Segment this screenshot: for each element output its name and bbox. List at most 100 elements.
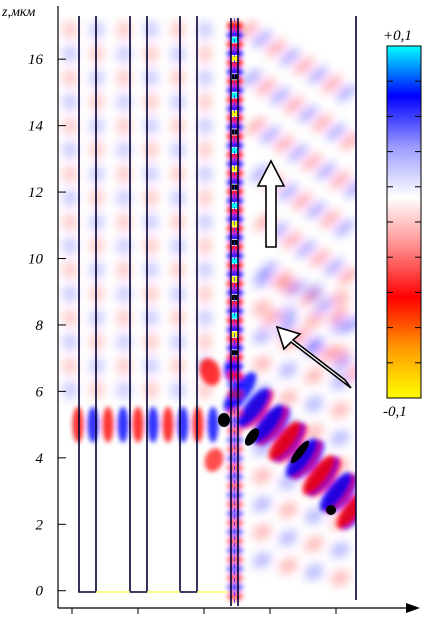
z-tick-label: 4 <box>36 451 44 467</box>
field-lobe <box>144 141 158 159</box>
field-lobe <box>63 141 77 159</box>
field-lobe <box>90 261 104 279</box>
field-lobe <box>171 381 185 399</box>
field-lobe <box>198 69 212 87</box>
guided-mode-lobe <box>227 508 243 519</box>
field-lobe <box>192 406 204 443</box>
field-lobe <box>338 267 356 285</box>
field-lobe <box>144 93 158 111</box>
field-lobe <box>262 309 282 327</box>
field-lobe <box>318 345 338 363</box>
field-lobe <box>306 201 326 219</box>
colorbar-min-label: -0,1 <box>383 404 407 420</box>
field-lobe <box>63 69 77 87</box>
field-lobe <box>63 21 77 39</box>
field-lobe <box>198 165 212 183</box>
field-lobe <box>117 141 131 159</box>
colorbar-max-label: +0,1 <box>383 28 412 44</box>
guided-mode-lobe <box>227 472 243 482</box>
z-tick-label: 8 <box>36 318 44 334</box>
incident-arrow <box>275 325 352 389</box>
z-axis: 0 2 4 6 8 10 12 14 16 z,мкм <box>1 5 420 614</box>
field-lobe <box>198 309 212 327</box>
z-tick-label: 16 <box>28 52 44 68</box>
field-lobe <box>198 189 212 207</box>
field-lobe <box>304 396 324 412</box>
field-lobe <box>144 213 158 231</box>
field-lobe <box>198 117 212 135</box>
field-lobe <box>90 357 104 375</box>
field-lobe <box>198 213 212 231</box>
field-lobe <box>330 318 350 334</box>
field-lobe <box>63 357 77 375</box>
field-lobe <box>198 93 212 111</box>
guided-mode-lobe <box>227 407 243 417</box>
field-lobe <box>260 126 280 144</box>
guided-mode-lobe <box>227 444 243 454</box>
z-tick-label: 10 <box>28 252 44 268</box>
field-lobe <box>308 66 328 84</box>
field-lobe <box>330 402 350 418</box>
field-lobe <box>117 357 131 375</box>
guided-mode-lobe <box>227 398 243 408</box>
field-lobe <box>171 237 185 255</box>
field-lobe <box>330 430 350 446</box>
field-lobe <box>147 406 159 443</box>
field-lobe <box>117 381 131 399</box>
field-lobe <box>199 358 221 386</box>
field-lobe <box>330 570 350 586</box>
guided-mode-lobe <box>227 573 243 583</box>
field-lobe <box>252 496 272 512</box>
field-lobe <box>162 406 174 443</box>
field-lobe <box>316 162 336 180</box>
field-lobe <box>117 189 131 207</box>
waveguide-structure <box>78 16 357 606</box>
field-lobe <box>324 258 344 276</box>
field-lobe <box>328 306 348 324</box>
field-lobe <box>144 69 158 87</box>
field-lobe <box>117 93 131 111</box>
field-extremum <box>326 505 336 515</box>
guided-mode-lobe <box>227 453 243 463</box>
field-lobe <box>171 117 185 135</box>
field-lobe <box>144 309 158 327</box>
field-lobe <box>63 165 77 183</box>
field-lobe <box>280 48 300 66</box>
guided-mode-lobe <box>227 463 243 473</box>
field-lobe <box>284 96 304 114</box>
field-lobe <box>238 21 258 39</box>
field-lobe <box>332 354 352 372</box>
field-lobe <box>278 278 298 294</box>
field-lobe <box>272 270 292 288</box>
field-lobe <box>171 357 185 375</box>
field-lobe <box>90 69 104 87</box>
guided-mode-lobe <box>227 582 243 592</box>
field-extremum <box>244 428 260 446</box>
field-lobe <box>268 421 302 461</box>
field-lobe <box>198 333 212 351</box>
field-lobe <box>336 489 356 529</box>
guided-mode-lobe <box>227 426 243 436</box>
field-lobe <box>252 328 272 344</box>
field-lobe <box>314 297 334 315</box>
field-lobe <box>278 306 298 322</box>
guided-mode-lobe <box>227 518 243 528</box>
field-lobe <box>330 374 350 390</box>
field-lobe <box>198 21 212 39</box>
field-lobe <box>144 45 158 63</box>
field-lobe <box>304 284 324 300</box>
field-lobe <box>144 333 158 351</box>
field-lobe <box>304 536 324 552</box>
field-lobe <box>252 524 272 540</box>
field-lobe <box>320 210 340 228</box>
field-extremum <box>290 440 310 464</box>
x-axis-arrowhead <box>406 603 420 613</box>
field-lobe <box>256 78 276 96</box>
field-lobe <box>144 261 158 279</box>
field-lobe <box>90 45 104 63</box>
field-lobe <box>304 368 324 384</box>
field-lobe <box>90 189 104 207</box>
field-lobe <box>298 105 318 123</box>
guided-mode-lobe <box>227 380 243 390</box>
guided-mode-lobe <box>227 481 243 491</box>
